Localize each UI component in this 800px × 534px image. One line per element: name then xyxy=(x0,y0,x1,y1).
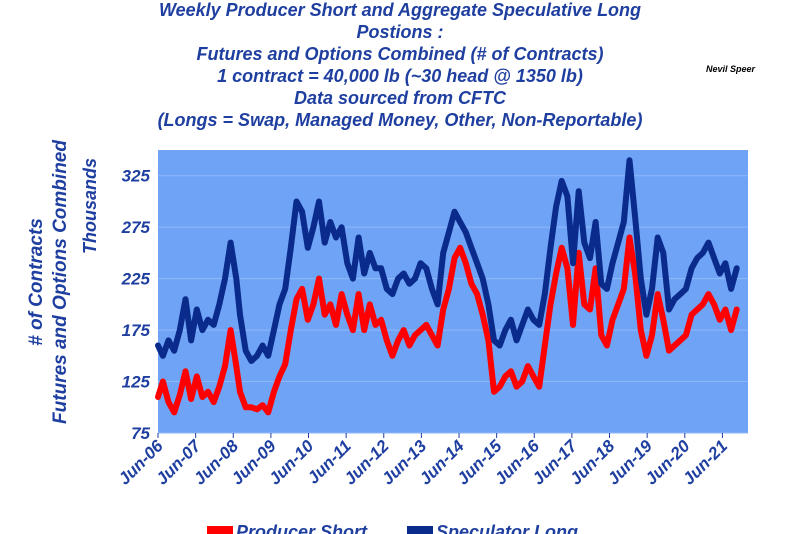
chart-title-line-3: Futures and Options Combined (# of Contr… xyxy=(196,44,604,64)
chart-title-line-1: Weekly Producer Short and Aggregate Spec… xyxy=(158,0,642,20)
y-tick-label: 225 xyxy=(121,270,151,289)
legend-label-speculator: Speculator Long xyxy=(436,522,578,534)
x-tick-labels: Jun-06Jun-07Jun-08Jun-09Jun-10Jun-11Jun-… xyxy=(115,433,731,489)
y-tick-label: 325 xyxy=(122,167,151,186)
legend-label-producer: Producer Short xyxy=(236,522,368,534)
series-line-producer-short xyxy=(155,234,740,416)
y-tick-label: 125 xyxy=(122,373,151,392)
y-tick-labels: 75 125 175 225 275 325 xyxy=(121,167,151,443)
y-axis-label-line-2: Futures and Options Combined xyxy=(50,140,71,424)
legend: Producer Short Speculator Long xyxy=(207,522,578,534)
y-axis-units: Thousands xyxy=(80,158,100,254)
y-axis-label: # of Contracts xyxy=(26,218,47,346)
plot-area xyxy=(158,150,748,433)
chart-title-line-4: 1 contract = 40,000 lb (~30 head @ 1350 … xyxy=(217,66,583,86)
chart-title-line-2: Postions : xyxy=(356,22,444,42)
chart-title-line-6: (Longs = Swap, Managed Money, Other, Non… xyxy=(157,110,643,130)
y-tick-label: 75 xyxy=(131,424,150,443)
y-tick-label: 275 xyxy=(121,218,151,237)
chart-title-line-5: Data sourced from CFTC xyxy=(293,88,507,108)
series-lines xyxy=(155,157,740,416)
author-credit: Nevil Speer xyxy=(706,64,756,74)
y-tick-label: 175 xyxy=(122,321,151,340)
series-line-speculator-long xyxy=(155,157,740,364)
